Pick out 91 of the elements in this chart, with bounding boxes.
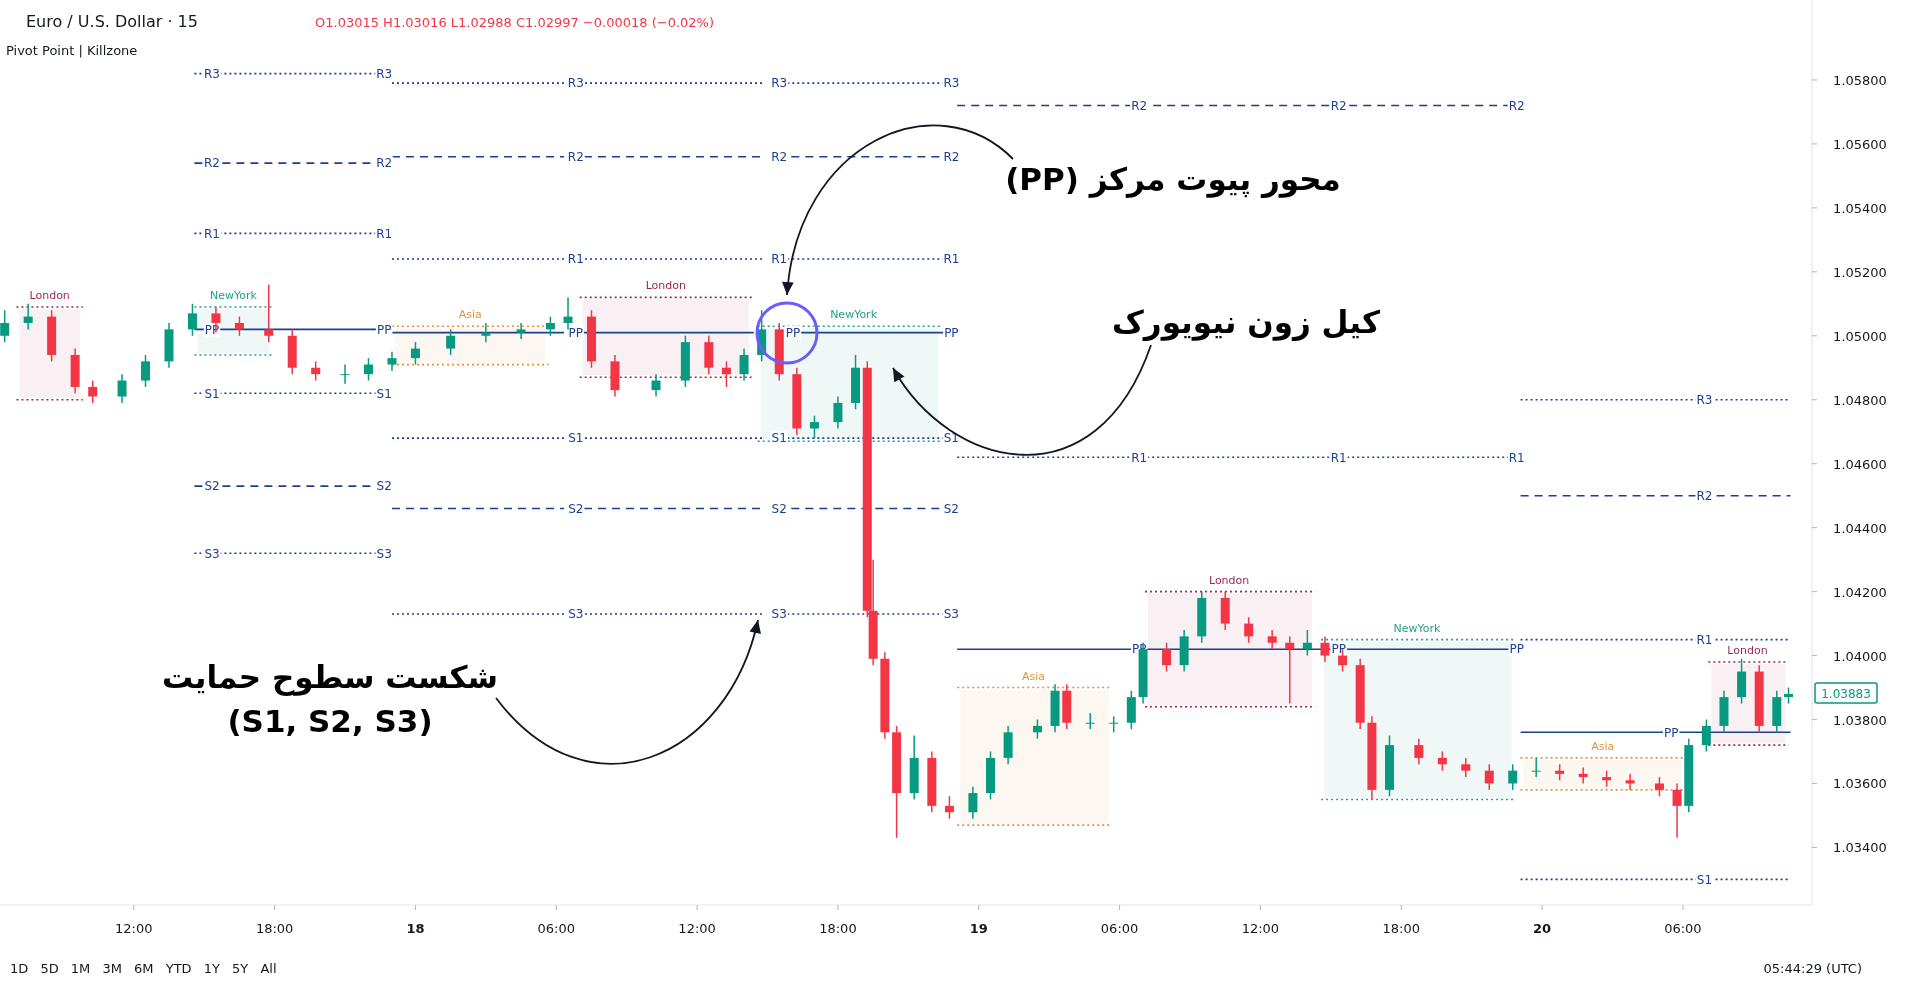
annotation: R3 xyxy=(376,66,393,81)
text: Pivot Point | Killzone xyxy=(6,43,138,58)
annotation: محور پیوت مرکز (PP) xyxy=(1005,161,1341,198)
annotation: R1 xyxy=(567,252,584,267)
text: 05:44:29 (UTC) xyxy=(1763,961,1862,976)
annotation: R3 xyxy=(1696,393,1713,408)
annotation: R2 xyxy=(1508,98,1525,113)
annotation: S3 xyxy=(376,546,392,561)
annotation: R3 xyxy=(204,66,221,81)
y-tick-label: 1.04200 xyxy=(1833,584,1887,600)
annotation: R1 xyxy=(376,226,393,241)
x-tick-label: 06:00 xyxy=(1664,921,1702,936)
annotation: S3 xyxy=(204,546,220,561)
annotation: PP xyxy=(568,325,584,340)
annotation: S1 xyxy=(204,386,220,401)
annotation: S3 xyxy=(771,607,787,622)
x-tick-label: 12:00 xyxy=(1241,921,1280,936)
annotation: R1 xyxy=(1330,450,1347,465)
annotation: S1 xyxy=(943,431,960,446)
annotation: NewYork xyxy=(1393,621,1441,635)
annotation: Asia xyxy=(1022,669,1046,683)
annotation: O1.03015 H1.03016 L1.02988 C1.02997 −0.00018 (−0.02%) xyxy=(315,15,715,30)
x-tick-label: 12:00 xyxy=(115,921,153,936)
y-tick-label: 1.04000 xyxy=(1833,648,1887,664)
text: 1D 5D 1M 3M 6M YTD 1Y 5Y All xyxy=(10,961,277,976)
x-tick-label: 18:00 xyxy=(255,921,294,936)
annotation: S3 xyxy=(943,607,960,622)
annotation: R1 xyxy=(204,226,221,241)
annotation: R1 xyxy=(943,252,960,267)
annotation: PP xyxy=(785,325,801,340)
y-tick-label: 1.05400 xyxy=(1833,200,1887,216)
annotation: R3 xyxy=(943,76,960,91)
annotation: London xyxy=(1208,573,1250,587)
annotation: S2 xyxy=(943,501,960,516)
annotation: S1 xyxy=(568,431,584,446)
y-tick-label: 1.03600 xyxy=(1833,776,1887,792)
y-tick-label: 1.03400 xyxy=(1833,840,1887,856)
annotation: 1.03883 xyxy=(1821,686,1871,701)
annotation: S1 xyxy=(376,386,392,401)
x-tick-label: 06:00 xyxy=(1100,921,1139,936)
x-tick-label: 18:00 xyxy=(819,921,857,936)
annotation: R1 xyxy=(771,252,788,267)
annotation: R1 xyxy=(1508,450,1525,465)
annotation: PP xyxy=(1331,642,1346,657)
annotation: S1 xyxy=(771,431,787,446)
y-tick-label: 1.05800 xyxy=(1833,72,1887,88)
annotation: PP xyxy=(376,322,392,337)
annotation: Asia xyxy=(1591,739,1615,753)
annotation: PP xyxy=(1509,642,1524,657)
y-tick-label: 1.05200 xyxy=(1833,264,1887,280)
y-tick-label: 1.04400 xyxy=(1833,520,1887,536)
annotation: R1 xyxy=(1131,450,1148,465)
x-tick-label: 12:00 xyxy=(678,921,716,936)
x-tick-label: 20 xyxy=(1533,921,1552,936)
annotation: Asia xyxy=(458,308,482,322)
y-tick-label: 1.05000 xyxy=(1833,328,1887,344)
y-tick-label: 1.04600 xyxy=(1833,456,1887,472)
annotation: S3 xyxy=(568,607,584,622)
text: Euro / U.S. Dollar · 15 xyxy=(26,12,198,31)
annotation: R2 xyxy=(1696,488,1713,503)
annotation: PP xyxy=(944,325,959,340)
annotation: R3 xyxy=(771,76,788,91)
annotation: R2 xyxy=(376,156,393,171)
annotation: S2 xyxy=(568,501,584,516)
annotation: London xyxy=(29,289,70,302)
annotation: R2 xyxy=(1131,98,1148,113)
x-tick-label: 19 xyxy=(969,921,988,936)
annotation: R2 xyxy=(943,150,960,165)
y-tick-label: 1.04800 xyxy=(1833,392,1887,408)
x-tick-label: 06:00 xyxy=(537,921,576,936)
y-tick-label: 1.05600 xyxy=(1833,136,1887,152)
x-tick-label: 18 xyxy=(406,921,425,936)
annotation: R2 xyxy=(771,150,788,165)
annotation: NewYork xyxy=(830,308,878,322)
annotation: PP xyxy=(1663,725,1679,740)
annotation: S2 xyxy=(376,479,392,494)
annotation: S2 xyxy=(771,501,787,516)
annotation: London xyxy=(1727,643,1768,657)
x-tick-label: 18:00 xyxy=(1382,921,1420,936)
annotation: R1 xyxy=(1696,632,1713,647)
annotation: کیل زون نیویورک xyxy=(1112,304,1381,341)
annotation: R3 xyxy=(567,76,584,91)
annotation: R2 xyxy=(567,150,584,165)
annotation: R2 xyxy=(204,156,221,171)
annotation: NewYork xyxy=(210,289,258,302)
annotation: PP xyxy=(204,322,220,337)
annotation: R2 xyxy=(1330,98,1347,113)
y-tick-label: 1.03800 xyxy=(1833,712,1887,728)
annotation: London xyxy=(645,279,686,293)
annotation: S2 xyxy=(204,479,220,494)
annotation: S1 xyxy=(1696,872,1713,887)
